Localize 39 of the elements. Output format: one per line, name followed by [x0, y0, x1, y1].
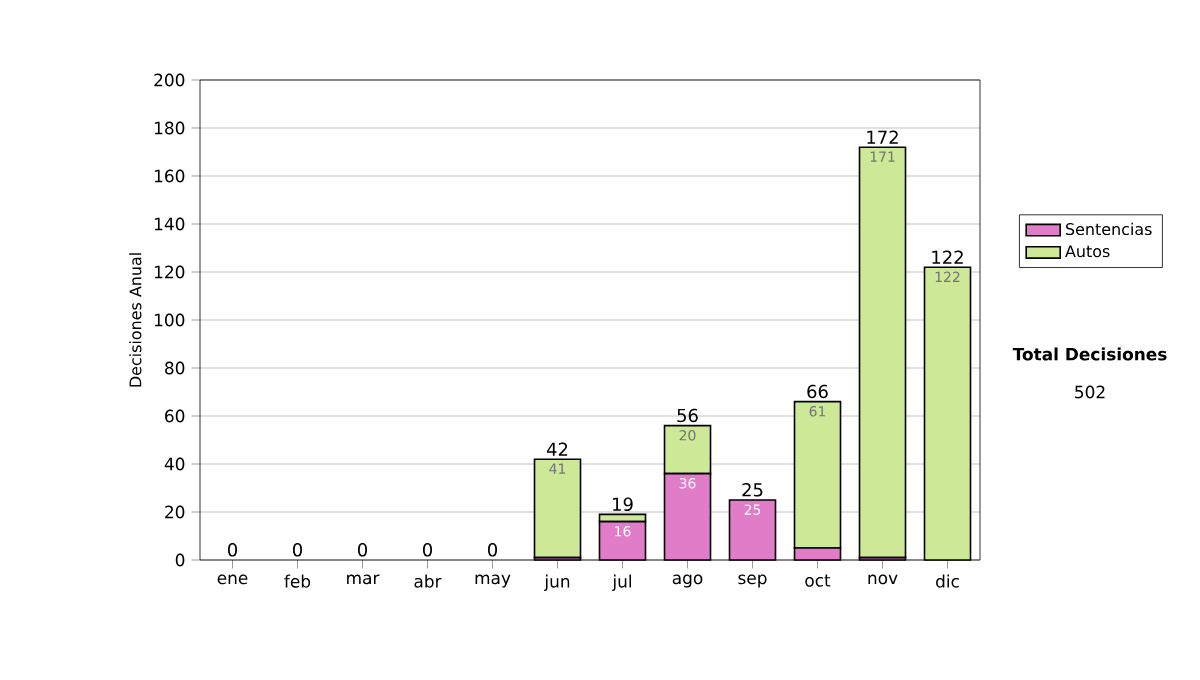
x-tick-label: sep — [738, 574, 767, 588]
x-tick-label: nov — [868, 574, 898, 585]
x-tick-label: jun — [544, 574, 570, 591]
x-tick-label: ago — [672, 574, 703, 588]
y-tick-label: 0 — [175, 553, 185, 567]
x-tick-label: mar — [347, 574, 380, 585]
x-tick-label: oct — [805, 574, 831, 587]
x-tick-label: dic — [936, 574, 959, 588]
y-tick-label: 140 — [155, 217, 185, 231]
total-label: 66 — [807, 384, 828, 399]
x-tick-label: jul — [612, 574, 632, 591]
total-label: 0 — [357, 543, 368, 557]
total-label: 122 — [932, 250, 963, 264]
total-label: 42 — [546, 442, 568, 456]
x-tick-label: abr — [414, 574, 442, 588]
y-tick-label: 20 — [165, 505, 185, 519]
text: Total Decisiones — [1012, 347, 1167, 361]
y-tick-label: 200 — [154, 73, 185, 87]
total-label: 172 — [867, 130, 898, 144]
y-tick-label: 180 — [155, 121, 185, 135]
bar — [858, 146, 907, 559]
total-label: 19 — [613, 497, 633, 512]
total-label: 0 — [292, 543, 303, 557]
y-tick-label: 80 — [165, 361, 185, 375]
total-label: 0 — [227, 543, 238, 557]
total-label: 25 — [742, 483, 763, 497]
x-tick-label: feb — [284, 574, 311, 588]
total-label: 0 — [422, 543, 433, 557]
x-tick-label: ene — [217, 574, 248, 585]
x-tick-label: may — [475, 574, 511, 588]
y-tick-label: 40 — [164, 457, 185, 471]
total-label: 56 — [677, 408, 698, 423]
y-tick-label: 100 — [155, 313, 185, 327]
total-label: 0 — [487, 543, 498, 557]
y-tick-label: 120 — [155, 265, 185, 279]
y-tick-label: 60 — [165, 409, 185, 423]
bar — [533, 458, 582, 559]
y-tick-label: 160 — [155, 169, 185, 183]
text: 502 — [1075, 385, 1105, 399]
